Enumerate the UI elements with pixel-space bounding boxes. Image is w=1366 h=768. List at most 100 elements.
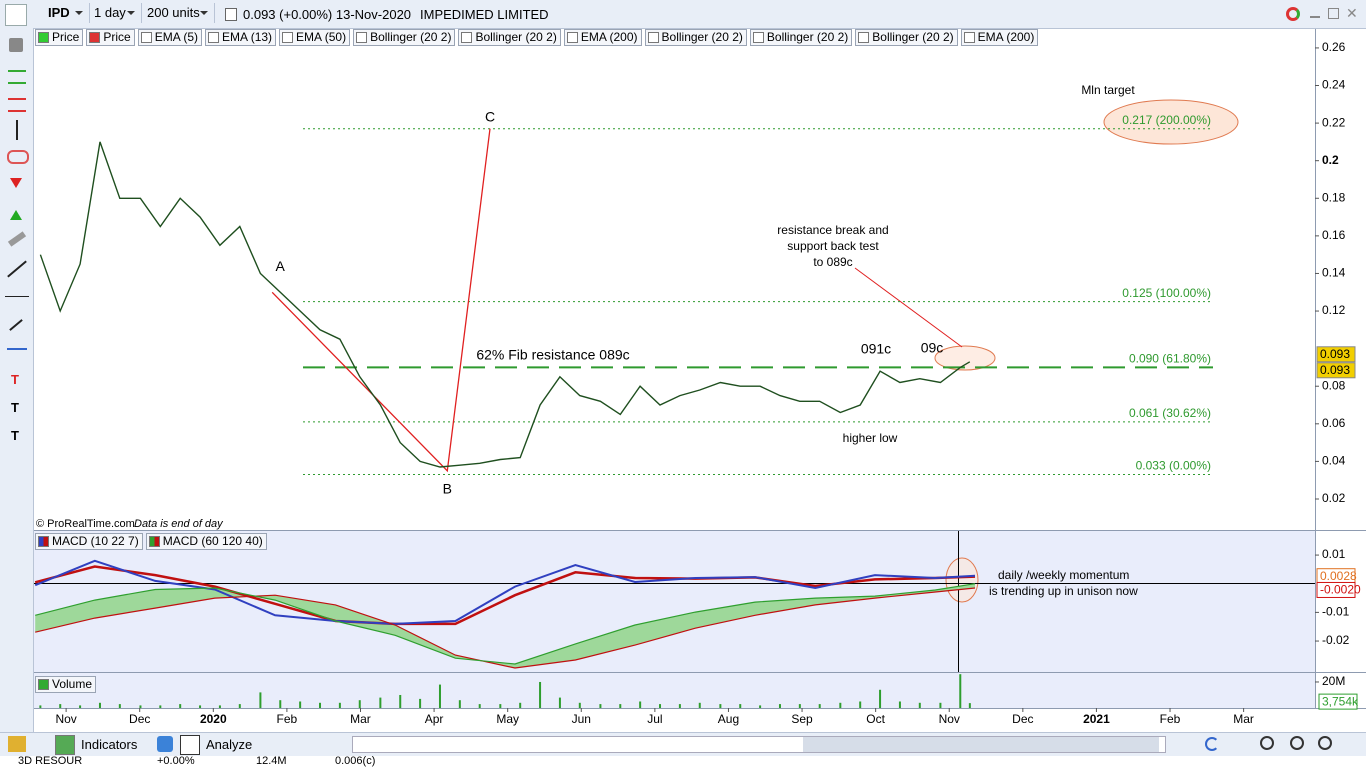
volume-bar	[578, 702, 581, 708]
draw-icon[interactable]	[8, 736, 26, 752]
macd-box-bg	[1316, 581, 1356, 598]
buy-arrow-tool[interactable]	[10, 204, 22, 220]
close-button[interactable]: ✕	[1346, 5, 1358, 21]
momentum-ellipse	[945, 557, 979, 603]
macd-box: -0.0020	[1320, 583, 1361, 597]
horizontal-line-tool[interactable]	[5, 296, 29, 297]
volume-bar	[519, 702, 522, 708]
indicator-tab[interactable]: EMA (200)	[960, 29, 1039, 46]
indicator-tab[interactable]: Price	[86, 29, 135, 46]
indicator-tab[interactable]: Volume	[35, 676, 97, 693]
text-tool[interactable]: T	[11, 372, 19, 387]
x-tick-label: Nov	[55, 712, 76, 726]
price-box-bg	[1316, 346, 1356, 363]
delete-tool[interactable]	[9, 38, 23, 52]
volume-bar	[639, 701, 642, 708]
fib-tool[interactable]	[8, 70, 26, 84]
tab-label: MACD (10 22 7)	[52, 534, 139, 548]
refresh-icon[interactable]	[1286, 7, 1300, 21]
text-tool[interactable]: T	[11, 428, 19, 443]
zoom-out-icon[interactable]	[1290, 736, 1304, 750]
segment-tool[interactable]	[9, 319, 23, 331]
zoom-in-icon[interactable]	[1318, 736, 1332, 750]
x-tick-label: Dec	[129, 712, 150, 726]
tab-label: Bollinger (20 2)	[370, 30, 452, 44]
analyze-button[interactable]: Analyze	[206, 737, 253, 752]
y-tick-label: 20M	[1322, 674, 1345, 688]
abc-label: C	[485, 108, 495, 124]
x-tick-label: Dec	[1012, 712, 1033, 726]
indicator-tab[interactable]: EMA (5)	[137, 29, 203, 46]
period-select[interactable]: 1 day	[90, 3, 142, 23]
volume-bar	[438, 684, 441, 708]
annotation: to 089c	[813, 255, 852, 269]
indicator-tab[interactable]: EMA (50)	[279, 29, 351, 46]
volume-bar	[678, 704, 681, 708]
undo-icon[interactable]	[1205, 737, 1219, 751]
trendline-tool[interactable]	[7, 260, 27, 278]
cycle-tool[interactable]	[7, 150, 29, 164]
price-line	[39, 141, 971, 468]
units-select[interactable]: 200 units	[143, 3, 215, 23]
minimize-button[interactable]	[1310, 16, 1320, 18]
channel-tool[interactable]	[7, 348, 27, 358]
scroll-thumb[interactable]	[803, 737, 1159, 752]
indicator-tab[interactable]: MACD (10 22 7)	[35, 533, 143, 550]
indicator-tab[interactable]: Bollinger (20 2)	[749, 29, 853, 46]
indicator-tab[interactable]: MACD (60 120 40)	[145, 533, 267, 550]
indicators-button[interactable]: Indicators	[81, 737, 138, 752]
y-tick-label: -0.01	[1322, 605, 1350, 619]
analyze-icon[interactable]	[180, 735, 200, 755]
swatch	[963, 32, 975, 43]
text-tool[interactable]: T	[11, 400, 19, 415]
volume-bar	[499, 704, 502, 708]
volume-bar	[419, 698, 422, 708]
watch-name[interactable]: 3D RESOUR	[18, 755, 83, 767]
swatch	[858, 32, 870, 43]
x-tick-label: Apr	[425, 712, 444, 726]
price-box: 0.093	[1320, 347, 1350, 361]
ruler-tool[interactable]	[7, 231, 27, 247]
ticker-select[interactable]: IPD	[44, 3, 90, 23]
fib-label: 0.090 (61.80%)	[1129, 352, 1211, 366]
indicators-icon[interactable]	[55, 735, 75, 755]
volume-bar	[698, 702, 701, 708]
scrollbar[interactable]	[352, 736, 1166, 753]
info-icon[interactable]	[225, 8, 237, 21]
volume-bar	[79, 705, 82, 708]
tab-label: Bollinger (20 2)	[872, 30, 954, 44]
target-ellipse	[1103, 99, 1239, 145]
tab-label: EMA (200)	[580, 30, 638, 44]
share-icon[interactable]	[157, 736, 173, 752]
volume-bar	[179, 704, 182, 708]
chart-icon[interactable]	[5, 4, 27, 26]
vertical-line-tool[interactable]	[16, 120, 18, 140]
volume-bar	[719, 704, 722, 708]
volume-bar	[778, 704, 781, 708]
indicator-tab[interactable]: Price	[35, 29, 84, 46]
volume-bar	[968, 703, 971, 708]
volume-bar	[879, 689, 882, 708]
y-tick-label: 0.02	[1322, 491, 1346, 505]
swatch	[89, 32, 101, 43]
volume-bar	[478, 704, 481, 708]
volume-panel	[33, 673, 1315, 708]
indicator-tab[interactable]: Bollinger (20 2)	[458, 29, 561, 46]
volume-bar	[798, 704, 801, 708]
sell-arrow-tool[interactable]	[10, 178, 22, 194]
fib-label: 0.125 (100.00%)	[1122, 286, 1211, 300]
annotation: resistance break and	[777, 223, 888, 237]
indicator-tab[interactable]: Bollinger (20 2)	[855, 29, 958, 46]
indicator-tab[interactable]: EMA (13)	[205, 29, 277, 46]
indicator-tab[interactable]: EMA (200)	[563, 29, 642, 46]
swatch	[566, 32, 578, 43]
source-note: © ProRealTime.com	[36, 518, 135, 530]
indicator-tab[interactable]: Bollinger (20 2)	[353, 29, 456, 46]
zoom-icon[interactable]	[1260, 736, 1274, 750]
volume-bar	[139, 705, 142, 708]
volume-bar	[299, 701, 302, 708]
fib-tool[interactable]	[8, 98, 26, 112]
maximize-button[interactable]	[1328, 8, 1339, 19]
indicator-tab[interactable]: Bollinger (20 2)	[644, 29, 747, 46]
volume-bar	[539, 681, 542, 708]
